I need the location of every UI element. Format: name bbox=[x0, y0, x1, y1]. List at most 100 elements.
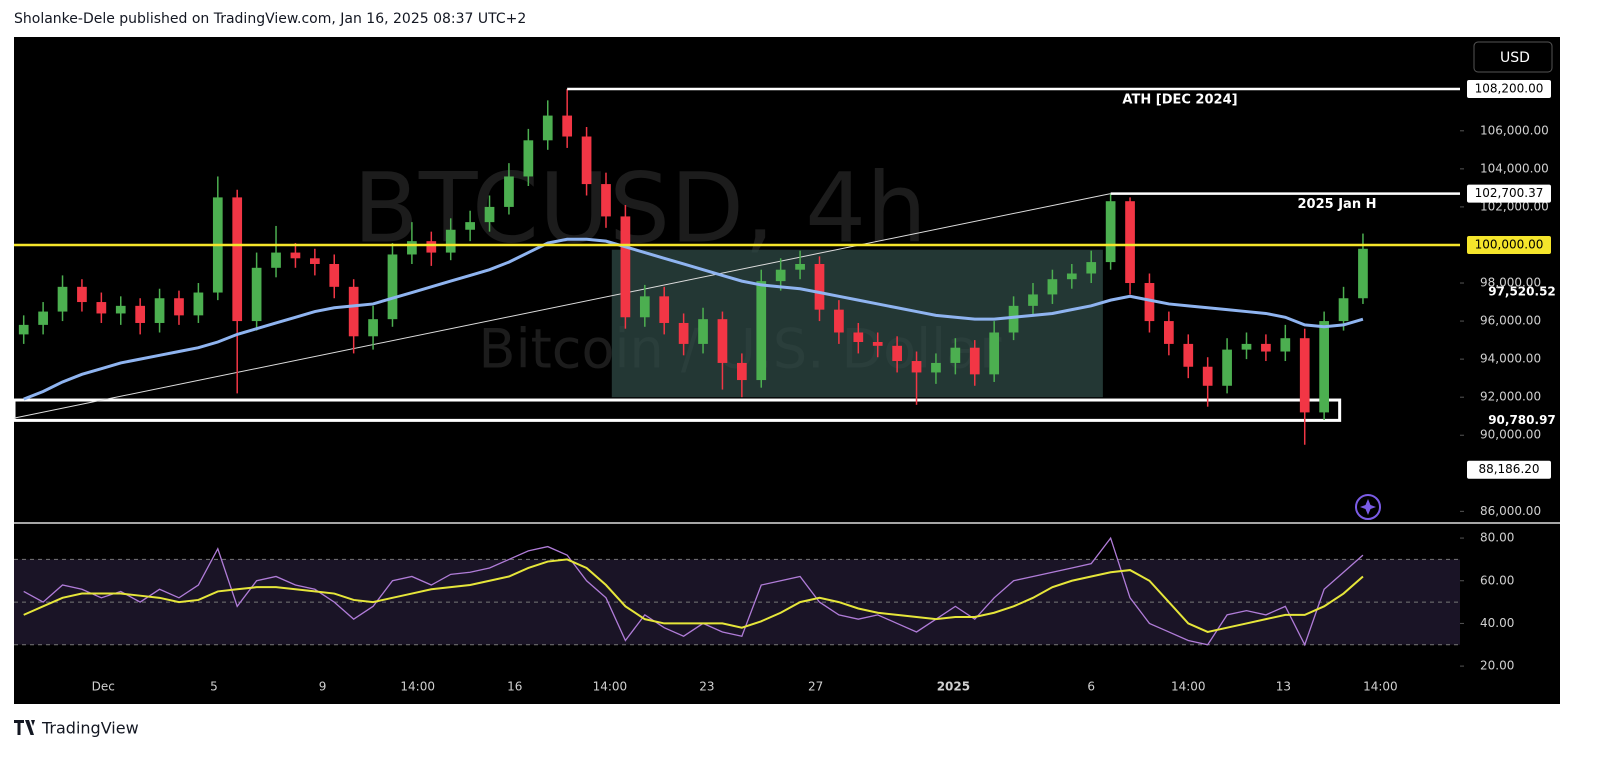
x-tick-label: 14:00 bbox=[1171, 680, 1206, 694]
zone bbox=[12, 398, 1342, 422]
candle-body bbox=[911, 361, 922, 373]
candle-body bbox=[96, 302, 107, 314]
candle-body bbox=[309, 258, 320, 264]
candle-body bbox=[892, 345, 902, 362]
candle-body bbox=[193, 292, 204, 316]
candle-body bbox=[717, 319, 728, 363]
candle-body bbox=[989, 332, 1000, 375]
candle-body bbox=[562, 115, 573, 137]
candle-body bbox=[135, 305, 146, 323]
x-tick-label: Dec bbox=[92, 680, 115, 694]
candle-body bbox=[853, 332, 864, 343]
candle-body bbox=[232, 197, 243, 322]
candle-body bbox=[620, 216, 631, 318]
icon-ring bbox=[1355, 494, 1381, 520]
candle-body bbox=[251, 267, 262, 322]
candle-body bbox=[18, 324, 29, 335]
candle-body bbox=[1338, 298, 1349, 322]
x-tick-label: 16 bbox=[507, 680, 522, 694]
candle-body bbox=[775, 269, 786, 282]
y-tick-label: 104,000.00 bbox=[1480, 161, 1549, 175]
watermark-symbol: BTCUSD, 4h bbox=[353, 152, 927, 264]
candle-body bbox=[1164, 321, 1174, 344]
y-tick-label: 98,000.00 bbox=[1480, 276, 1541, 290]
candle-body bbox=[698, 319, 708, 344]
candle-body bbox=[271, 252, 281, 268]
candle-body bbox=[504, 176, 514, 207]
candle-body bbox=[814, 263, 825, 310]
y-tick-label: 20.00 bbox=[1480, 659, 1514, 673]
candle-body bbox=[737, 362, 747, 381]
candle-body bbox=[1261, 343, 1271, 352]
candle-body bbox=[115, 305, 126, 314]
candle-body bbox=[639, 296, 650, 318]
price-label-box bbox=[1467, 460, 1551, 479]
candle-body bbox=[77, 286, 87, 303]
candle-body bbox=[795, 263, 805, 270]
rsi-line bbox=[23, 536, 1364, 647]
candle-body bbox=[1047, 279, 1058, 295]
price-label: 88,186.20 bbox=[1478, 462, 1539, 476]
x-tick-label: 6 bbox=[1087, 680, 1095, 694]
y-tick-label: 106,000.00 bbox=[1480, 123, 1549, 137]
candle-body bbox=[969, 347, 980, 375]
x-tick-label: 23 bbox=[699, 680, 714, 694]
level-label-box bbox=[1467, 79, 1551, 98]
x-tick-label: 13 bbox=[1276, 680, 1291, 694]
zone bbox=[611, 249, 1103, 398]
candle-body bbox=[659, 296, 670, 323]
price-label: 97,520.52 bbox=[1488, 285, 1556, 299]
level-note: 2025 Jan H bbox=[1298, 197, 1377, 212]
candle-body bbox=[1319, 321, 1329, 413]
x-tick-label: 14:00 bbox=[1363, 680, 1398, 694]
candle-body bbox=[1299, 338, 1310, 413]
candle-body bbox=[1202, 366, 1213, 386]
brand-logo bbox=[14, 720, 35, 735]
moving-average bbox=[23, 237, 1364, 401]
candle-body bbox=[756, 281, 767, 381]
candle-body bbox=[678, 322, 689, 344]
candle-body bbox=[834, 309, 844, 333]
candle-body bbox=[1222, 349, 1232, 386]
x-tick-label: 14:00 bbox=[400, 680, 435, 694]
candle-body bbox=[387, 254, 398, 320]
candle-body bbox=[368, 319, 378, 337]
level-note: ATH [DEC 2024] bbox=[1122, 92, 1237, 107]
candle-body bbox=[329, 263, 340, 287]
x-tick-label: 2025 bbox=[937, 680, 970, 694]
y-tick-label: 96,000.00 bbox=[1480, 314, 1541, 328]
candle-body bbox=[950, 347, 961, 363]
y-tick-label: 90,000.00 bbox=[1480, 428, 1541, 442]
currency-button[interactable] bbox=[1473, 41, 1553, 73]
y-tick-label: 80.00 bbox=[1480, 531, 1514, 545]
candle-body bbox=[1066, 273, 1077, 280]
candle-body bbox=[601, 184, 611, 217]
candle-body bbox=[426, 241, 437, 253]
y-tick-label: 40.00 bbox=[1480, 616, 1514, 630]
candle-body bbox=[931, 362, 941, 373]
candle-body bbox=[154, 298, 165, 323]
candle-body bbox=[523, 140, 534, 177]
candle-body bbox=[1105, 201, 1116, 263]
currency: USD bbox=[1500, 50, 1530, 66]
candle-body bbox=[445, 229, 456, 253]
level-label: 108,200.00 bbox=[1475, 81, 1544, 95]
compass-icon[interactable] bbox=[1355, 494, 1381, 520]
plot: 86,000.00 90,000.00 92,000.00 94,000.00 96,0… bbox=[12, 79, 1556, 694]
level-label: 102,700.37 bbox=[1475, 186, 1544, 200]
candle-body bbox=[581, 136, 592, 185]
price-label: 90,780.97 bbox=[1488, 413, 1556, 427]
level-label-box bbox=[1467, 184, 1551, 203]
candle-body bbox=[1086, 262, 1097, 274]
y-tick-label: 94,000.00 bbox=[1480, 352, 1541, 366]
candle-body bbox=[1280, 338, 1291, 352]
candle-body bbox=[290, 252, 301, 259]
candle-body bbox=[1144, 283, 1155, 322]
byline: Sholanke-Dele published on TradingView.c… bbox=[14, 11, 526, 27]
y-tick-label: 92,000.00 bbox=[1480, 390, 1541, 404]
x-tick-label: 27 bbox=[808, 680, 823, 694]
x-tick-label: 9 bbox=[319, 680, 327, 694]
y-tick-label: 60.00 bbox=[1480, 573, 1514, 587]
icon-star bbox=[1360, 499, 1376, 515]
candle-body bbox=[1125, 201, 1135, 284]
